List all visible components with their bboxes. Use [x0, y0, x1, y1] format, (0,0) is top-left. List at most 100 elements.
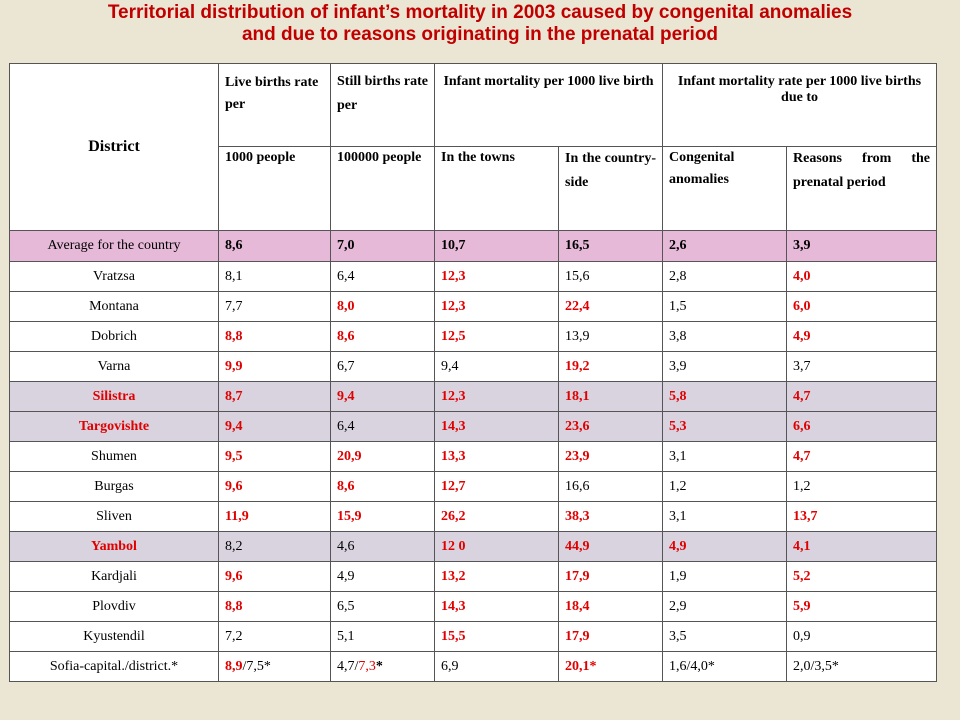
cell-live: 9,9 — [218, 351, 331, 382]
cell-congenital: 5,8 — [662, 381, 787, 412]
cell-towns: 9,4 — [434, 351, 559, 382]
cell-prenatal: 4,7 — [785, 381, 938, 412]
cell-district: Sliven — [9, 501, 219, 532]
cell-live: 8,9/7,5* — [218, 651, 331, 682]
cell-country: 19,2 — [558, 351, 663, 382]
cell-district: Burgas — [9, 471, 219, 502]
cell-district: Kardjali — [9, 561, 219, 592]
cell-towns: 12 0 — [434, 531, 559, 562]
cell-congenital: 3,1 — [662, 441, 787, 472]
cell-still: 4,9 — [330, 561, 435, 592]
cell-towns: 12,3 — [434, 291, 559, 322]
cell-towns: 13,2 — [434, 561, 559, 592]
cell-congenital: 3,9 — [662, 351, 787, 382]
cell-live: 9,4 — [218, 411, 331, 442]
cell-prenatal: 2,0/3,5* — [785, 651, 938, 682]
cell-prenatal: 3,9 — [785, 230, 938, 262]
cell-prenatal: 4,9 — [785, 321, 938, 352]
cell-district: Shumen — [9, 441, 219, 472]
cell-district: Silistra — [9, 381, 219, 412]
page-title: Territorial distribution of infant’s mor… — [0, 2, 960, 46]
cell-district: Montana — [9, 291, 219, 322]
cell-live: 8,2 — [218, 531, 331, 562]
cell-prenatal: 6,6 — [785, 411, 938, 442]
cell-district: Targovishte — [9, 411, 219, 442]
cell-country: 18,4 — [558, 591, 663, 622]
cell-still: 6,5 — [330, 591, 435, 622]
cell-still: 8,6 — [330, 471, 435, 502]
cell-country: 16,5 — [558, 230, 663, 262]
cell-towns: 15,5 — [434, 621, 559, 652]
cell-district: Average for the country — [9, 230, 219, 262]
cell-prenatal: 4,7 — [785, 441, 938, 472]
header-district: District — [9, 63, 219, 231]
cell-still: 15,9 — [330, 501, 435, 532]
cell-country: 22,4 — [558, 291, 663, 322]
table-row-vratzsa: Vratzsa 8,1 6,4 12,3 15,6 2,8 4,0 — [9, 261, 938, 292]
cell-country: 23,6 — [558, 411, 663, 442]
cell-prenatal: 4,0 — [785, 261, 938, 292]
cell-live: 9,5 — [218, 441, 331, 472]
cell-country: 18,1 — [558, 381, 663, 412]
header-live-births-b: 1000 people — [218, 146, 331, 231]
cell-country: 13,9 — [558, 321, 663, 352]
cell-district: Varna — [9, 351, 219, 382]
cell-country: 15,6 — [558, 261, 663, 292]
title-line-2: and due to reasons originating in the pr… — [241, 24, 719, 45]
cell-congenital: 2,8 — [662, 261, 787, 292]
cell-towns: 12,3 — [434, 261, 559, 292]
cell-towns: 12,7 — [434, 471, 559, 502]
cell-still: 4,6 — [330, 531, 435, 562]
cell-still: 20,9 — [330, 441, 435, 472]
cell-prenatal: 4,1 — [785, 531, 938, 562]
table-row-yambol: Yambol 8,2 4,6 12 0 44,9 4,9 4,1 — [9, 531, 938, 562]
table-row-sliven: Sliven 11,9 15,9 26,2 38,3 3,1 13,7 — [9, 501, 938, 532]
cell-country: 17,9 — [558, 561, 663, 592]
cell-towns: 10,7 — [434, 230, 559, 262]
cell-district: Yambol — [9, 531, 219, 562]
cell-congenital: 3,1 — [662, 501, 787, 532]
cell-country: 20,1* — [558, 651, 663, 682]
cell-congenital: 5,3 — [662, 411, 787, 442]
table-row-silistra: Silistra 8,7 9,4 12,3 18,1 5,8 4,7 — [9, 381, 938, 412]
cell-country: 38,3 — [558, 501, 663, 532]
cell-live: 8,1 — [218, 261, 331, 292]
cell-towns: 26,2 — [434, 501, 559, 532]
header-infant-mortality-rate: Infant mortality rate per 1000 live birt… — [661, 63, 938, 147]
cell-country: 16,6 — [558, 471, 663, 502]
cell-towns: 13,3 — [434, 441, 559, 472]
cell-district: Vratzsa — [9, 261, 219, 292]
cell-live: 9,6 — [218, 471, 331, 502]
cell-still: 8,6 — [330, 321, 435, 352]
cell-live: 8,8 — [218, 321, 331, 352]
header-still-births-b: 100000 people — [330, 146, 435, 231]
cell-prenatal: 5,2 — [785, 561, 938, 592]
cell-towns: 6,9 — [434, 651, 559, 682]
cell-live: 7,2 — [218, 621, 331, 652]
cell-country: 23,9 — [558, 441, 663, 472]
cell-still: 7,0 — [330, 230, 435, 262]
cell-congenital: 1,9 — [662, 561, 787, 592]
title-line-1: Territorial distribution of infant’s mor… — [107, 2, 853, 23]
cell-prenatal: 13,7 — [785, 501, 938, 532]
cell-live: 7,7 — [218, 291, 331, 322]
table-row-kardjali: Kardjali 9,6 4,9 13,2 17,9 1,9 5,2 — [9, 561, 938, 592]
table-row-varna: Varna 9,9 6,7 9,4 19,2 3,9 3,7 — [9, 351, 938, 382]
cell-prenatal: 6,0 — [785, 291, 938, 322]
cell-congenital: 2,9 — [662, 591, 787, 622]
cell-prenatal: 1,2 — [785, 471, 938, 502]
table-row-shumen: Shumen 9,5 20,9 13,3 23,9 3,1 4,7 — [9, 441, 938, 472]
header-towns: In the towns — [434, 146, 559, 231]
cell-prenatal: 5,9 — [785, 591, 938, 622]
cell-still-part-b: 7,3 — [358, 658, 376, 674]
table-row-kyustendil: Kyustendil 7,2 5,1 15,5 17,9 3,5 0,9 — [9, 621, 938, 652]
cell-live-part-b: /7,5* — [242, 658, 271, 674]
cell-district: Sofia-capital./district.* — [9, 651, 219, 682]
cell-still: 8,0 — [330, 291, 435, 322]
header-congenital: Congenital anomalies — [662, 146, 787, 231]
mortality-table: District Live births rate per Still birt… — [9, 63, 938, 682]
cell-towns: 14,3 — [434, 411, 559, 442]
cell-still-part-c: * — [375, 658, 383, 674]
cell-live: 8,8 — [218, 591, 331, 622]
cell-country: 44,9 — [558, 531, 663, 562]
